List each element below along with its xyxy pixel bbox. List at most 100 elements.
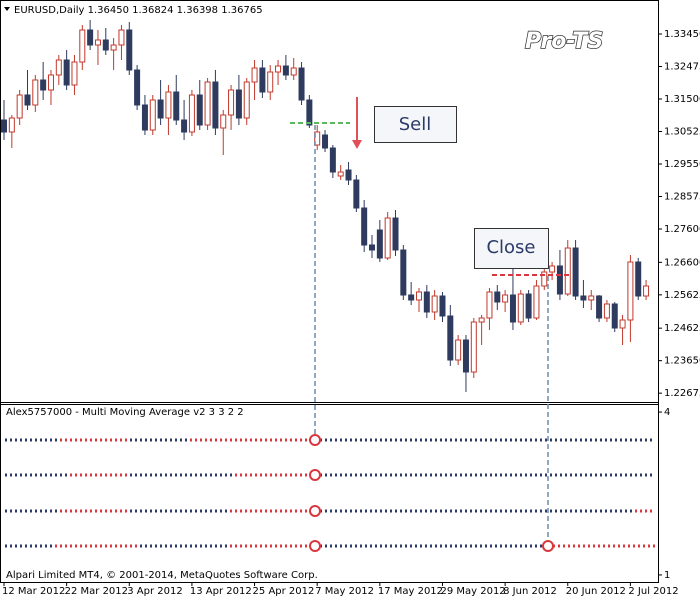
candle-body <box>87 29 94 46</box>
candle-body <box>337 171 344 177</box>
x-tick-label: 22 Mar 2012 <box>65 586 128 597</box>
candle-body <box>509 294 516 323</box>
x-tick-label: 13 Apr 2012 <box>190 586 252 597</box>
y-tick-label: 1.26600 <box>664 257 700 268</box>
candle-body <box>635 261 642 297</box>
candle-body <box>549 265 556 273</box>
y-tick-label: 4 <box>664 407 670 418</box>
sell-arrowhead <box>352 140 362 149</box>
candle-body <box>40 79 47 91</box>
candle-body <box>212 81 219 129</box>
candle-body <box>564 247 571 295</box>
candle-body <box>322 134 329 149</box>
y-tick-label: 1.30525 <box>664 127 700 138</box>
candle-body <box>533 285 540 319</box>
watermark-logo: Pro-TS <box>524 28 604 55</box>
candle-body <box>596 295 603 319</box>
candle-body <box>494 291 501 303</box>
candle-body <box>71 61 78 86</box>
candle-body <box>165 91 172 119</box>
footer: Alpari Limited MT4, © 2001-2014, MetaQuo… <box>6 570 318 581</box>
candle-body <box>149 99 156 131</box>
candle-body <box>572 247 579 297</box>
candle-body <box>603 303 610 319</box>
candle-body <box>619 319 626 329</box>
candle-body <box>361 207 368 246</box>
candle-body <box>126 29 133 71</box>
plot-frame <box>0 0 659 583</box>
candle-body <box>16 94 23 119</box>
candle-body <box>251 67 258 83</box>
candle-body <box>525 293 532 319</box>
indicator-lines <box>5 434 655 552</box>
candle-body <box>204 81 211 126</box>
y-tick-label: 1.29550 <box>664 159 700 170</box>
candle-body <box>1 119 7 133</box>
candle-body <box>423 291 430 313</box>
candle-body <box>431 295 438 313</box>
candle-body <box>627 261 634 321</box>
candle-body <box>556 265 563 295</box>
y-tick-label: 1.22675 <box>664 388 700 399</box>
candle-body <box>376 229 383 259</box>
y-tick-label: 1.33450 <box>664 29 700 40</box>
candle-body <box>275 65 282 73</box>
candle-body <box>400 249 407 296</box>
candle-body <box>196 94 203 126</box>
candle-body <box>134 69 141 106</box>
x-tick-label: 3 Apr 2012 <box>127 586 182 597</box>
candle-body <box>24 94 31 106</box>
candle-body <box>235 89 242 119</box>
candle-body <box>580 295 587 301</box>
candle-body <box>502 294 509 303</box>
watermark: Pro-TS <box>525 29 603 54</box>
candle-body <box>392 217 399 251</box>
candle-body <box>384 217 391 259</box>
candle-body <box>415 291 422 301</box>
candle-body <box>447 315 454 361</box>
y-tick-label: 1.31500 <box>664 94 700 105</box>
candle-body <box>306 99 313 126</box>
candle-body <box>478 317 485 323</box>
candle-body <box>47 74 54 91</box>
x-tick-label: 29 May 2012 <box>440 586 505 597</box>
y-tick-label: 1 <box>664 570 670 581</box>
signal-circle <box>309 469 321 481</box>
indicator-title: Alex5757000 - Multi Moving Average v2 3 … <box>6 407 244 418</box>
x-tick-label: 17 May 2012 <box>378 586 443 597</box>
candle-body <box>455 339 462 361</box>
candle-body <box>220 114 227 129</box>
signal-circle <box>309 540 321 552</box>
candle-body <box>173 91 180 121</box>
candle-body <box>298 67 305 101</box>
candle-body <box>470 321 477 373</box>
candle-body <box>439 295 446 317</box>
x-tick-label: 12 Mar 2012 <box>2 586 65 597</box>
candle-body <box>181 119 188 133</box>
candle-body <box>55 59 62 76</box>
sell-label: Sell <box>399 114 432 135</box>
menu-arrow[interactable] <box>4 7 10 11</box>
candle-body <box>353 179 360 209</box>
close-label: Close <box>486 237 535 258</box>
y-tick-label: 1.27600 <box>664 224 700 235</box>
candle-body <box>290 67 297 76</box>
signal-circle <box>309 505 321 517</box>
candle-body <box>118 29 125 46</box>
candle-body <box>110 44 117 51</box>
candle-body <box>282 65 289 76</box>
candle-body <box>228 89 235 116</box>
candle-body <box>486 291 493 319</box>
candle-body <box>408 294 415 301</box>
axes: 1.33450 1.32475 1.31500 1.30525 1.29550 1.285… <box>2 29 700 597</box>
candle-body <box>517 293 524 323</box>
candle-body <box>243 81 250 119</box>
x-tick-label: 20 Jun 2012 <box>566 586 626 597</box>
annotations: Sell Close <box>290 97 572 540</box>
y-tick-label: 1.24625 <box>664 323 700 334</box>
candle-body <box>588 295 595 301</box>
candle-body <box>141 104 148 131</box>
candle-body <box>102 39 109 51</box>
x-tick-label: 2 Jul 2012 <box>628 586 678 597</box>
